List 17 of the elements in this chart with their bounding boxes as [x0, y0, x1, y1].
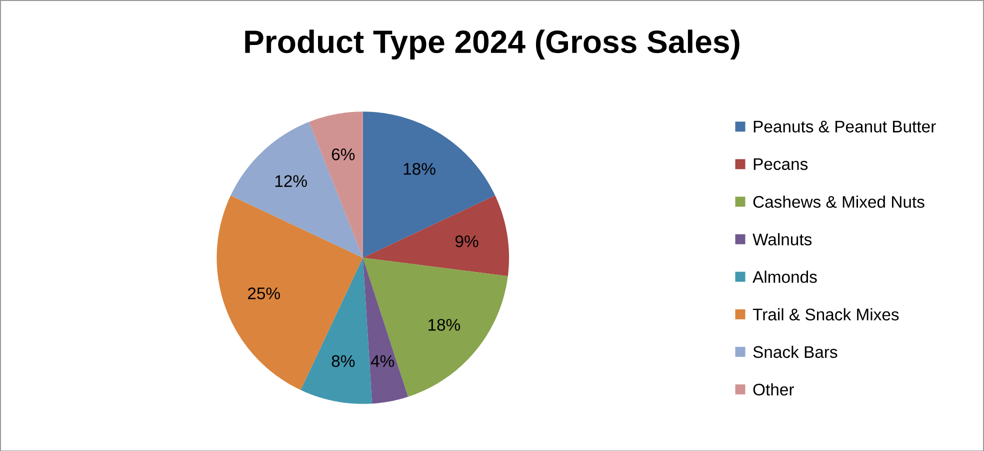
data-label: 18%	[404, 162, 436, 175]
legend-label: Peanuts & Peanut Butter	[754, 120, 936, 132]
data-label: 12%	[275, 174, 307, 187]
data-label: 4%	[370, 355, 394, 367]
chart-title: Product Type 2024 (Gross Sales)	[245, 29, 740, 60]
data-label: 9%	[456, 235, 478, 247]
legend-label: Pecans	[754, 158, 808, 170]
data-label: 18%	[428, 318, 460, 331]
legend-label: Other	[753, 383, 794, 396]
data-label: 6%	[332, 148, 355, 160]
data-label: 25%	[248, 287, 280, 300]
legend-label: Almonds	[752, 270, 817, 283]
legend-label: Snack Bars	[753, 345, 838, 358]
legend-label: Trail & Snack Mixes	[752, 308, 899, 320]
data-label: 8%	[332, 355, 355, 367]
legend-label: Walnuts	[752, 232, 812, 246]
legend-label: Cashews & Mixed Nuts	[753, 195, 924, 208]
